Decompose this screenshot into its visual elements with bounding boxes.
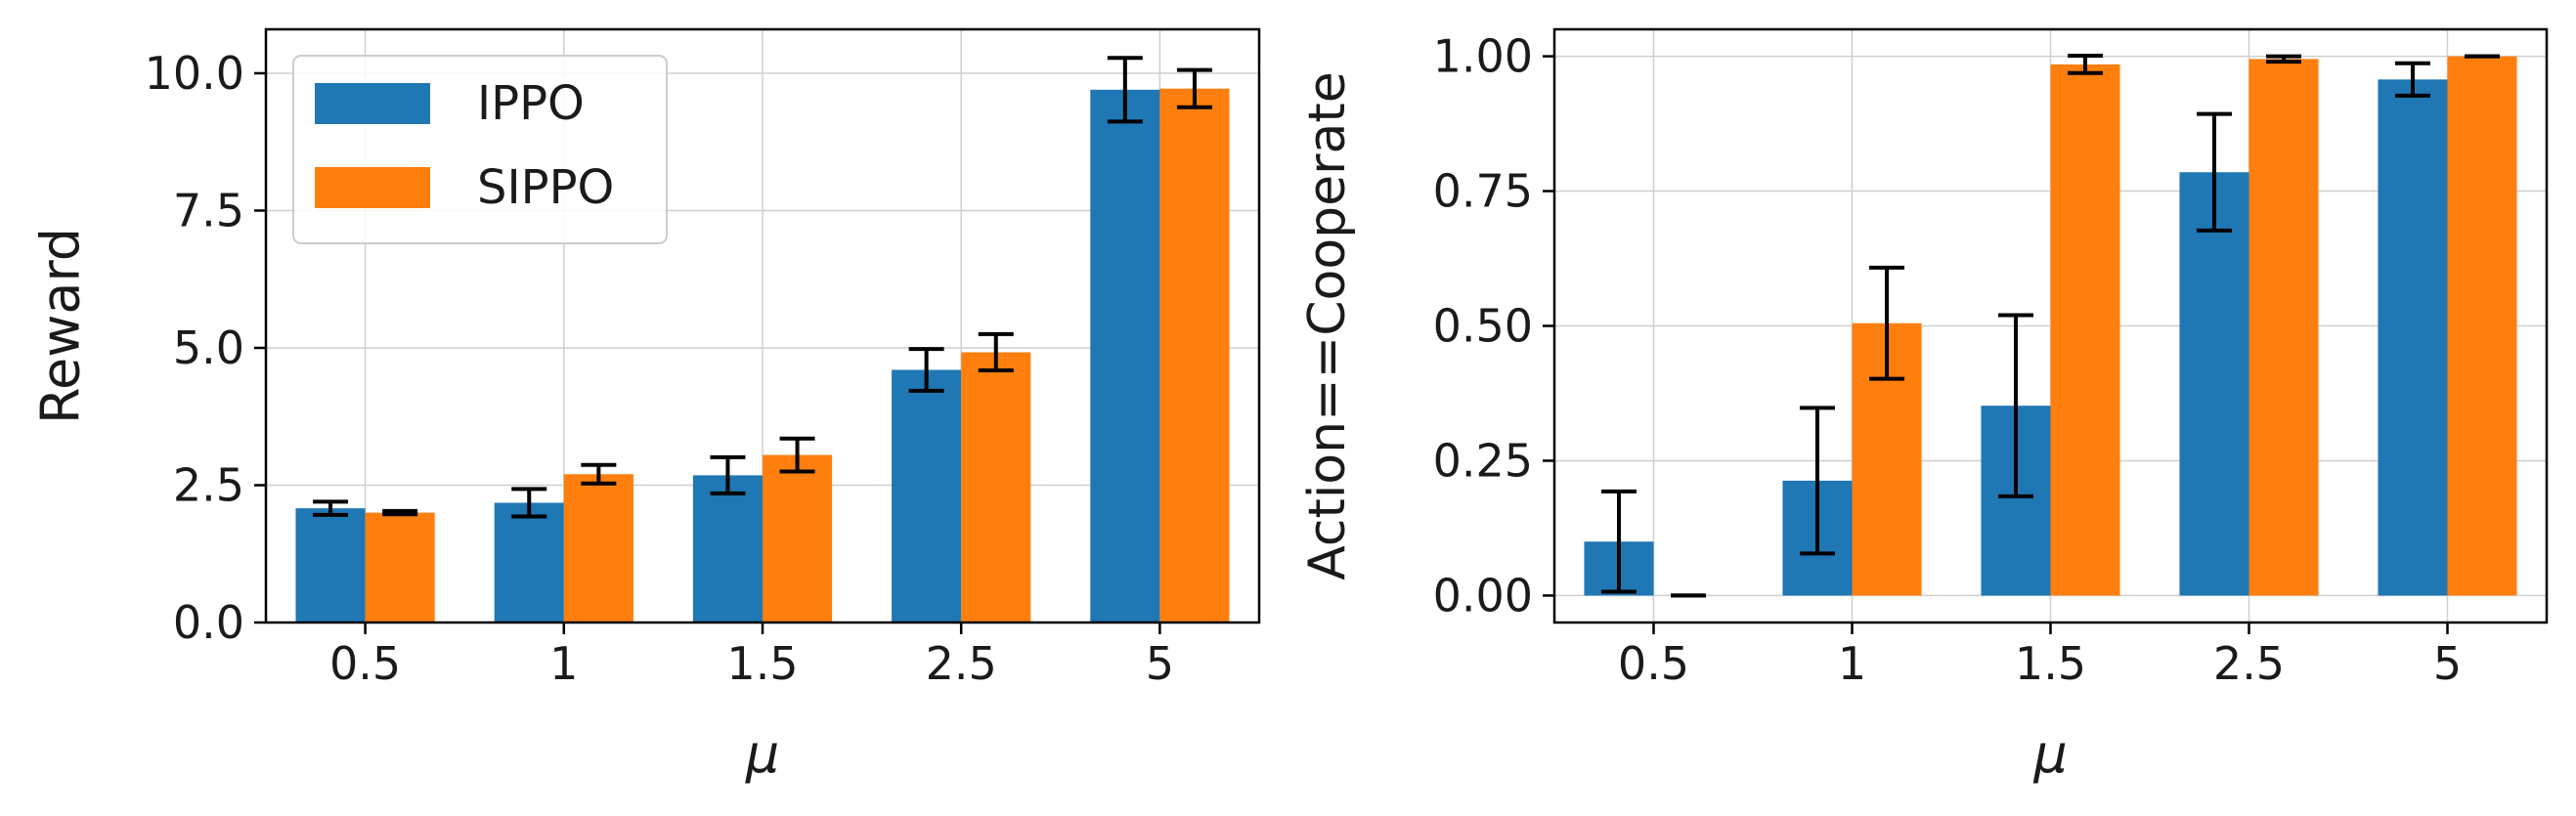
cooperate-panel: 0.00 0.25 0.50 0.75 1.00 0.5 1 1.5 2.5 5 μ Action==… — [1298, 27, 2549, 785]
y-axis-label: Reward — [30, 228, 92, 424]
bar-sippo — [2447, 56, 2517, 596]
legend-swatch-sippo — [315, 167, 430, 208]
reward-panel: 0.0 2.5 5.0 7.5 10.0 0.5 1 1.5 2.5 5 μ Reward IPPO SI… — [30, 27, 1261, 785]
bar-sippo — [2249, 59, 2319, 596]
y-tick-label: 0.0 — [173, 596, 244, 649]
bar-ippo — [1090, 89, 1160, 623]
bar-ippo — [2179, 172, 2249, 596]
bar-sippo — [1159, 88, 1230, 623]
bar-sippo — [763, 454, 833, 623]
y-axis-label: Action==Cooperate — [1298, 71, 1357, 580]
legend-label-ippo: IPPO — [477, 76, 585, 131]
bar-sippo — [563, 474, 633, 623]
x-tick-label: 1.5 — [726, 637, 798, 690]
x-tick-label: 2.5 — [926, 637, 997, 690]
x-tick-label: 2.5 — [2213, 637, 2285, 690]
x-tick-label: 5 — [1146, 637, 1174, 690]
legend: IPPO SIPPO — [292, 55, 668, 244]
y-tick-label: 5.0 — [173, 322, 244, 374]
bar-ippo — [2378, 79, 2448, 596]
y-tick-label: 0.00 — [1433, 569, 1533, 622]
x-axis-label: μ — [2032, 723, 2067, 785]
bar-sippo — [2050, 64, 2120, 596]
x-tick-label: 1 — [549, 637, 578, 690]
x-tick-label: 5 — [2433, 637, 2462, 690]
x-tick-label: 0.5 — [329, 637, 401, 690]
y-tick-label: 0.25 — [1433, 434, 1533, 487]
x-tick-label: 1.5 — [2015, 637, 2086, 690]
bar-ippo — [892, 369, 962, 623]
y-tick-label: 0.75 — [1433, 165, 1533, 218]
bar-sippo — [961, 352, 1031, 623]
bar-ippo — [692, 475, 763, 623]
y-tick-label: 0.50 — [1433, 300, 1533, 353]
legend-swatch-ippo — [315, 83, 430, 124]
y-tick-label: 7.5 — [173, 184, 244, 236]
bar-sippo — [365, 512, 435, 623]
bar-ippo — [494, 502, 564, 623]
x-axis-label: μ — [745, 723, 779, 785]
y-tick-label: 1.00 — [1433, 30, 1533, 83]
y-tick-label: 2.5 — [173, 458, 244, 511]
bar-ippo — [295, 508, 366, 623]
x-tick-label: 1 — [1838, 637, 1866, 690]
y-tick-label: 10.0 — [145, 47, 244, 100]
legend-label-sippo: SIPPO — [477, 160, 614, 215]
x-tick-label: 0.5 — [1618, 637, 1689, 690]
